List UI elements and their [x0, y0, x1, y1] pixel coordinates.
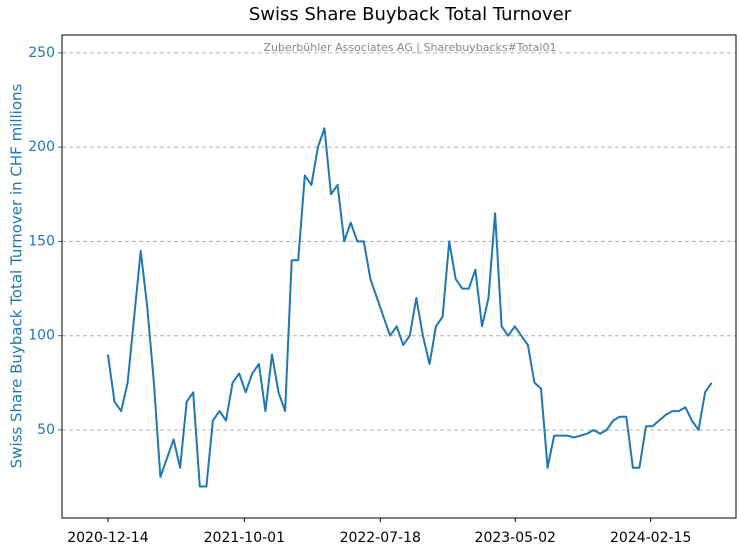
y-axis-label: Swiss Share Buyback Total Turnover in CH…	[8, 83, 26, 468]
chart-title: Swiss Share Buyback Total Turnover	[249, 4, 572, 25]
y-tick-label: 250	[28, 45, 55, 61]
y-tick-label: 150	[28, 233, 55, 249]
annotation: Zuberbühler Associates AG | Sharebuyback…	[264, 41, 557, 54]
y-tick-label: 200	[28, 139, 55, 155]
x-tick-label: 2020-12-14	[67, 530, 148, 546]
x-tick-label: 2023-05-02	[475, 530, 556, 546]
x-tick-label: 2024-02-15	[610, 530, 691, 546]
y-tick-label: 100	[28, 328, 55, 344]
x-tick-label: 2022-07-18	[340, 530, 421, 546]
y-tick-label: 50	[37, 422, 55, 438]
line	[106, 127, 713, 488]
x-tick-label: 2021-10-01	[204, 530, 285, 546]
plot-frame	[61, 34, 737, 519]
